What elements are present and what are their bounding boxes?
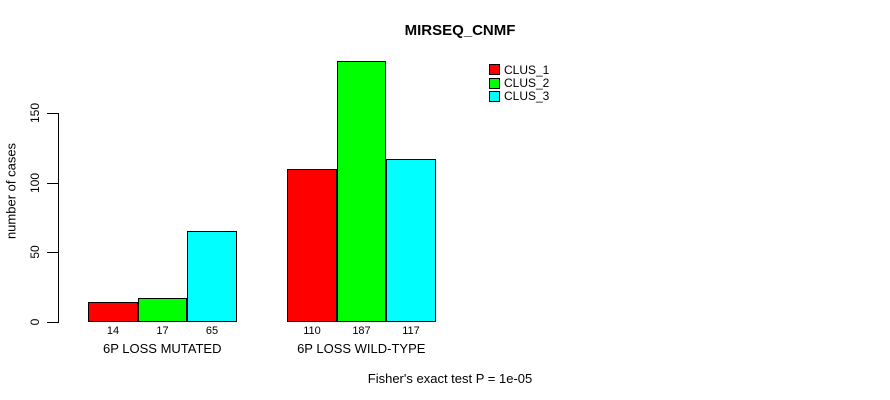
legend-swatch-icon	[489, 90, 500, 102]
y-axis-line	[58, 113, 59, 323]
y-axis-label: number of cases	[3, 142, 19, 240]
legend-swatch-icon	[489, 64, 500, 76]
legend-item-clus_1: CLUS_1	[489, 62, 550, 77]
legend-label: CLUS_1	[504, 62, 550, 77]
y-axis-tick-label: 150	[28, 102, 42, 124]
bar-clus_3-group1	[187, 231, 237, 322]
legend-label: CLUS_2	[504, 76, 550, 91]
caption: Fisher's exact test P = 1e-05	[367, 371, 533, 386]
y-axis-tick-label: 100	[28, 172, 42, 193]
chart-title: MIRSEQ_CNMF	[404, 22, 516, 39]
bar-count-label: 17	[156, 325, 169, 337]
y-axis-tick	[47, 252, 58, 254]
legend: CLUS_1 CLUS_2 CLUS_3	[489, 63, 549, 103]
y-axis-tick	[47, 113, 58, 114]
legend-item-clus_3: CLUS_3	[489, 89, 550, 104]
y-axis-tick-label: 50	[28, 245, 42, 260]
category-label: 6P LOSS WILD-TYPE	[297, 341, 426, 356]
bar-count-label: 110	[303, 325, 321, 337]
legend-label: CLUS_3	[504, 89, 550, 104]
bar-count-label: 187	[352, 325, 371, 337]
bar-count-label: 65	[205, 325, 219, 337]
bar-clus_3-group2	[386, 159, 436, 322]
legend-swatch-icon	[489, 77, 500, 89]
bar-clus_1-group1	[88, 302, 138, 322]
legend-item-clus_2: CLUS_2	[489, 76, 550, 91]
bar-clus_2-group1	[138, 298, 187, 322]
y-axis-tick	[47, 322, 58, 323]
bar-count-label: 14	[106, 325, 120, 337]
bar-clus_2-group2	[337, 61, 386, 322]
bar-clus_1-group2	[287, 169, 337, 322]
y-axis-tick-label: 0	[28, 318, 42, 326]
category-label: 6P LOSS MUTATED	[103, 341, 222, 356]
y-axis-tick	[47, 182, 58, 184]
bar-count-label: 117	[402, 325, 420, 337]
